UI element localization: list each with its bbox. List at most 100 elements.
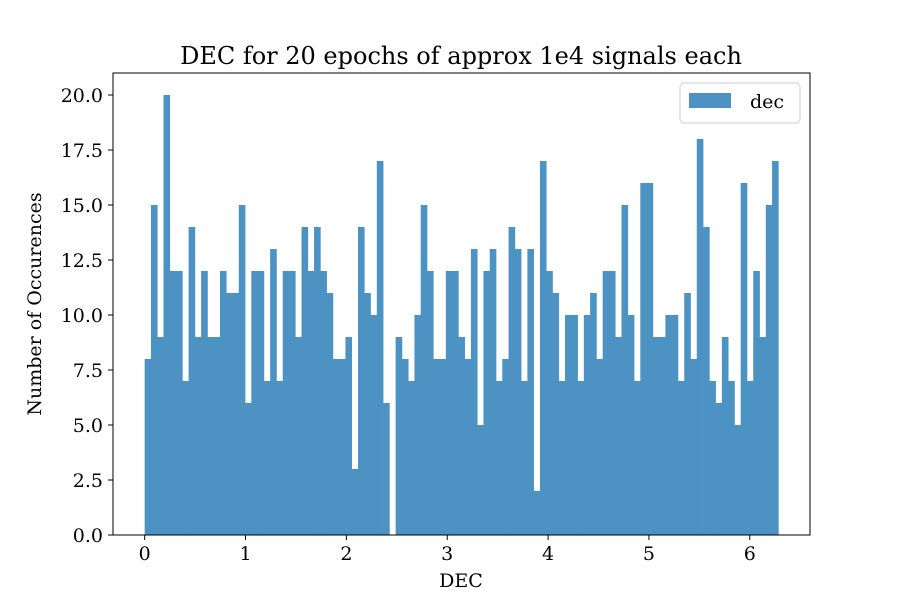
histogram-bar xyxy=(539,161,547,535)
histogram-bar xyxy=(659,337,666,535)
histogram-bar xyxy=(420,205,428,535)
histogram-bar xyxy=(288,271,296,535)
x-tick-label: 6 xyxy=(744,543,756,565)
histogram-bar xyxy=(552,293,560,535)
histogram-bar xyxy=(251,271,258,535)
histogram-bar xyxy=(445,271,453,535)
histogram-bar xyxy=(765,205,773,535)
histogram-bar xyxy=(263,381,271,535)
histogram-bar xyxy=(182,381,189,535)
histogram-bar xyxy=(163,95,171,535)
histogram-bar xyxy=(276,381,284,535)
histogram-bar xyxy=(690,359,698,535)
y-tick-label: 5.0 xyxy=(73,415,103,437)
histogram-bar xyxy=(746,381,754,535)
histogram-bar xyxy=(226,293,233,535)
y-tick-label: 12.5 xyxy=(61,250,103,272)
histogram-bar xyxy=(483,271,491,535)
histogram-bar xyxy=(314,227,321,535)
histogram-bar xyxy=(458,337,465,535)
histogram-bar xyxy=(470,249,478,535)
legend-swatch xyxy=(689,93,731,108)
histogram-bar xyxy=(753,271,760,535)
histogram-bar xyxy=(652,337,660,535)
histogram-bar xyxy=(370,315,378,535)
histogram-bar xyxy=(295,337,302,535)
bars-group xyxy=(144,95,779,535)
y-tick-label: 17.5 xyxy=(61,140,103,162)
histogram-bar xyxy=(395,337,403,535)
histogram-bar xyxy=(558,381,566,535)
histogram-bar xyxy=(477,425,484,535)
histogram-bar xyxy=(514,249,522,535)
histogram-bar xyxy=(439,359,447,535)
histogram-bar xyxy=(709,381,716,535)
histogram-bar xyxy=(326,293,334,535)
histogram-bar xyxy=(150,205,158,535)
histogram-bar xyxy=(320,271,327,535)
histogram-bar xyxy=(665,315,673,535)
histogram-bar xyxy=(627,315,635,535)
histogram-bar xyxy=(433,359,440,535)
histogram-bar xyxy=(257,271,265,535)
histogram-bar xyxy=(621,205,629,535)
y-tick-label: 0.0 xyxy=(73,525,103,547)
histogram-bar xyxy=(703,227,710,535)
histogram-bar xyxy=(527,249,534,535)
x-tick-label: 4 xyxy=(542,543,554,565)
histogram-bar xyxy=(157,337,164,535)
histogram-bar xyxy=(740,183,748,535)
histogram-bar xyxy=(376,161,384,535)
chart-title: DEC for 20 epochs of approx 1e4 signals … xyxy=(180,42,742,70)
histogram-bar xyxy=(577,381,585,535)
y-axis-label: Number of Occurences xyxy=(24,192,46,415)
histogram-bar xyxy=(232,293,240,535)
histogram-bar xyxy=(772,161,779,535)
histogram-bar xyxy=(721,337,729,535)
histogram-bar xyxy=(351,469,359,535)
histogram-bar xyxy=(489,249,497,535)
x-tick-label: 3 xyxy=(441,543,453,565)
histogram-bar xyxy=(245,403,252,535)
histogram-bar xyxy=(219,271,227,535)
histogram-bar xyxy=(571,315,578,535)
histogram-bar xyxy=(640,183,647,535)
histogram-bar xyxy=(546,271,553,535)
histogram-bar xyxy=(307,271,315,535)
histogram-bar xyxy=(508,227,516,535)
histogram-bar xyxy=(357,227,365,535)
histogram-bar xyxy=(188,227,196,535)
histogram-bar xyxy=(533,491,541,535)
histogram-bar xyxy=(144,359,152,535)
histogram-bar xyxy=(408,381,415,535)
y-axis-ticks: 0.0 2.5 5.0 7.5 10.0 12.5 15.0 17.5 20.0 xyxy=(61,85,113,547)
histogram-bar xyxy=(759,337,767,535)
histogram-bar xyxy=(671,315,679,535)
y-tick-label: 10.0 xyxy=(61,305,103,327)
histogram-bar xyxy=(452,271,459,535)
histogram-bar xyxy=(696,139,704,535)
histogram-bar xyxy=(502,359,509,535)
histogram-bar xyxy=(238,205,246,535)
histogram-bar xyxy=(677,381,685,535)
y-tick-label: 15.0 xyxy=(61,195,103,217)
histogram-bar xyxy=(383,403,390,535)
histogram-bar xyxy=(715,403,723,535)
histogram-bar xyxy=(684,293,691,535)
y-tick-label: 20.0 xyxy=(61,85,103,107)
plot-frame xyxy=(112,72,811,536)
histogram-bar xyxy=(565,315,572,535)
x-tick-label: 2 xyxy=(340,543,352,565)
histogram-bar xyxy=(270,249,277,535)
histogram-bar xyxy=(282,271,290,535)
histogram-bar xyxy=(596,359,604,535)
histogram-bar xyxy=(364,293,371,535)
histogram-bar xyxy=(339,359,346,535)
y-tick-label: 7.5 xyxy=(73,360,103,382)
histogram-bar xyxy=(176,271,183,535)
histogram-bar xyxy=(608,271,616,535)
histogram-bar xyxy=(602,271,610,535)
histogram-bar xyxy=(332,359,340,535)
histogram-bar xyxy=(646,183,654,535)
